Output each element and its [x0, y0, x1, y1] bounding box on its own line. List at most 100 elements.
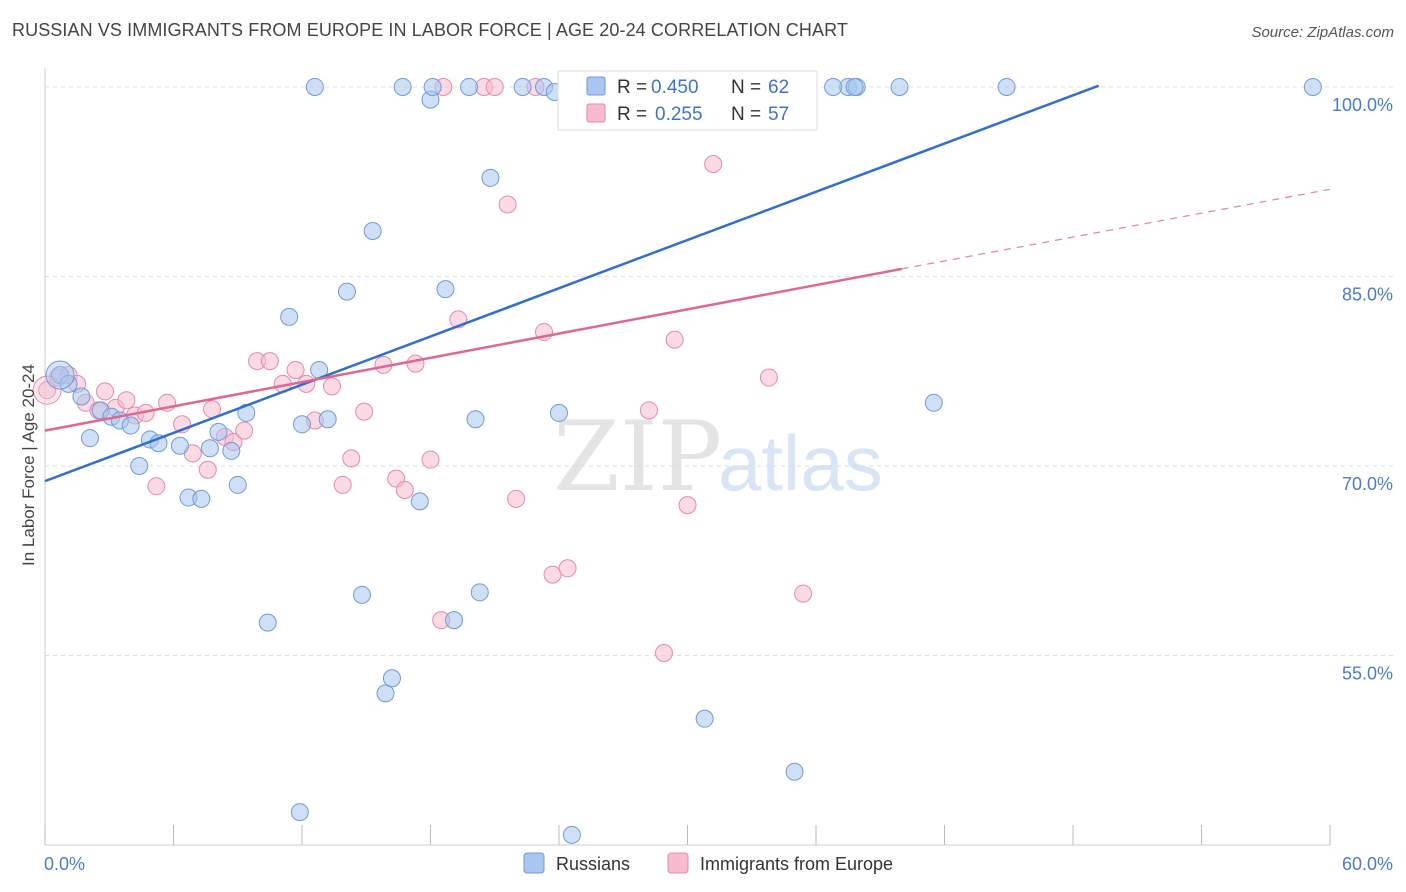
europe-cluster-point — [32, 375, 62, 405]
russian-point-58 — [695, 709, 714, 728]
russian-point-59 — [845, 77, 864, 96]
europe-point-49 — [639, 401, 658, 420]
russian-point-43 — [513, 77, 532, 96]
russian-point-26 — [337, 282, 356, 301]
y-axis-label: In Labor Force | Age 20-24 — [19, 364, 38, 566]
russian-point-37 — [460, 77, 479, 96]
europe-point-27 — [333, 475, 352, 494]
europe-point-55 — [794, 584, 813, 603]
stats-r-label-europe: R = — [617, 104, 647, 125]
russian-point-11 — [170, 436, 189, 455]
watermark-zip: ZIP — [553, 401, 722, 513]
russian-point-7 — [121, 416, 140, 435]
x-tick-label-1: 60.0% — [1342, 854, 1393, 874]
bottom-legend: Russians Immigrants from Europe — [523, 852, 893, 874]
grid-layer — [45, 86, 1395, 656]
russian-point-54 — [785, 762, 804, 781]
russian-point-61 — [924, 393, 943, 412]
trend-lines — [44, 84, 1331, 483]
russian-point-46 — [562, 825, 581, 844]
legend-label-europe[interactable]: Immigrants from Europe — [700, 854, 893, 874]
europe-point-28 — [342, 449, 361, 468]
russian-point-14 — [200, 439, 219, 458]
x-tick-label-0: 0.0% — [44, 854, 85, 874]
europe-point-32 — [395, 480, 414, 499]
europe-point-39 — [498, 195, 517, 214]
russian-point-62 — [997, 77, 1016, 96]
europe-point-53 — [704, 155, 723, 174]
europe-point-34 — [421, 450, 440, 469]
russian-point-30 — [382, 669, 401, 688]
europe-point-54 — [759, 368, 778, 387]
russian-point-3 — [80, 429, 99, 448]
russian-points — [45, 77, 1322, 844]
russian-point-22 — [305, 77, 324, 96]
legend-swatch-europe[interactable] — [667, 852, 689, 874]
stats-n-label-europe: N = — [731, 104, 761, 125]
axes-layer — [44, 68, 1331, 846]
y-tick-label-2: 70.0% — [1342, 474, 1393, 494]
russian-point-17 — [228, 475, 247, 494]
russian-point-13 — [192, 489, 211, 508]
legend-label-russians[interactable]: Russians — [556, 854, 630, 874]
europe-point-51 — [665, 330, 684, 349]
chart-title: RUSSIAN VS IMMIGRANTS FROM EUROPE IN LAB… — [12, 20, 848, 40]
russian-point-63 — [1303, 77, 1322, 96]
russian-point-28 — [363, 221, 382, 240]
russian-point-27 — [352, 585, 371, 604]
russian-point-2 — [72, 387, 91, 406]
europe-points — [32, 77, 813, 662]
stats-n-value-europe: 57 — [768, 104, 789, 125]
europe-point-44 — [543, 565, 562, 584]
europe-point-52 — [678, 496, 697, 515]
russian-point-60 — [890, 77, 909, 96]
watermark-atlas: atlas — [718, 419, 883, 507]
russian-point-53 — [824, 77, 843, 96]
russian-point-19 — [258, 613, 277, 632]
europe-point-29 — [355, 402, 374, 421]
source-label: Source: ZipAtlas.com — [1251, 24, 1394, 41]
russian-point-25 — [293, 415, 311, 434]
russian-point-21 — [290, 803, 309, 822]
stats-swatch-russians — [586, 76, 606, 96]
legend-swatch-russians[interactable] — [523, 852, 545, 874]
stats-legend-box: R = 0.450 N = 62 R = 0.255 N = 57 — [557, 70, 818, 131]
stats-r-label-russians: R = — [617, 77, 647, 98]
europe-point-15 — [198, 460, 217, 479]
europe-point-26 — [322, 377, 341, 396]
europe-point-33 — [406, 354, 425, 373]
stats-r-value-russians: 0.450 — [651, 77, 699, 98]
russian-point-35 — [436, 280, 455, 299]
stats-n-value-russians: 62 — [768, 77, 789, 98]
y-tick-label-3: 55.0% — [1342, 663, 1393, 683]
y-tick-label-1: 85.0% — [1342, 284, 1393, 304]
russian-point-38 — [466, 410, 485, 429]
russian-point-36 — [445, 611, 464, 630]
europe-point-23 — [286, 360, 305, 379]
stats-n-label-russians: N = — [731, 77, 761, 98]
russian-point-20 — [280, 307, 299, 326]
europe-point-45 — [558, 559, 577, 578]
russian-point-24 — [318, 410, 337, 429]
europe-point-19 — [235, 421, 254, 440]
russian-point-34 — [423, 77, 442, 96]
europe-point-40 — [507, 489, 526, 508]
stats-r-value-europe: 0.255 — [655, 104, 703, 125]
russian-point-29 — [376, 684, 395, 703]
europe-point-8 — [117, 391, 136, 410]
russian-point-15 — [209, 422, 228, 441]
russian-point-31 — [393, 77, 412, 96]
russian-point-44 — [550, 403, 568, 422]
europe-point-41 — [485, 77, 504, 96]
russian-cluster-point — [45, 360, 75, 390]
russian-point-39 — [470, 583, 489, 602]
europe-point-11 — [147, 477, 166, 496]
europe-point-21 — [260, 352, 279, 371]
europe-point-50 — [654, 643, 673, 662]
europe-trendline-extension — [901, 188, 1331, 270]
europe-point-6 — [95, 382, 114, 401]
y-tick-label-0: 100.0% — [1332, 95, 1393, 115]
russian-point-8 — [130, 456, 149, 475]
russian-point-42 — [481, 168, 500, 187]
